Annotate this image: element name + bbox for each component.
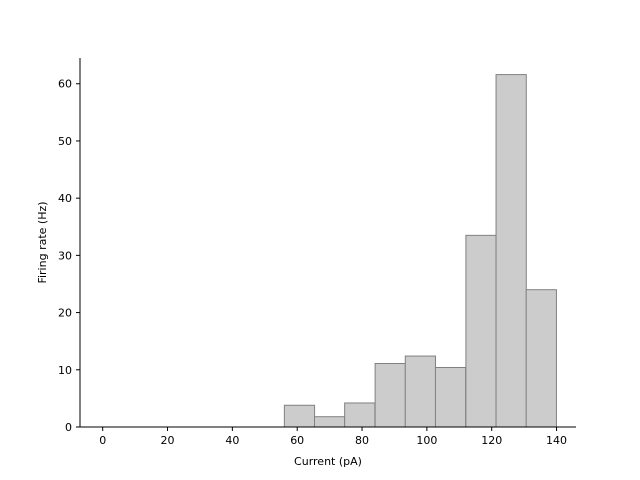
x-tick-label: 40 xyxy=(225,434,239,447)
x-tick-label: 80 xyxy=(355,434,369,447)
bars-group xyxy=(283,74,557,428)
y-ticks-group: 0 10 20 30 40 50 60 xyxy=(58,78,80,434)
histogram-bar xyxy=(465,234,497,428)
x-tick-label: 60 xyxy=(290,434,304,447)
x-ticks-group: 0 20 40 60 80 100 120 140 xyxy=(99,427,567,447)
x-tick-label: 100 xyxy=(416,434,437,447)
y-tick-label: 10 xyxy=(58,364,72,377)
histogram-bar xyxy=(495,74,527,428)
x-tick-label: 0 xyxy=(99,434,106,447)
histogram-bar xyxy=(313,416,346,428)
y-tick-label: 30 xyxy=(58,249,72,262)
histogram-bar xyxy=(374,362,406,428)
x-tick-label: 20 xyxy=(161,434,175,447)
y-axis-label: Firing rate (Hz) xyxy=(36,201,49,283)
y-tick-label: 0 xyxy=(65,421,72,434)
histogram-bar xyxy=(525,289,557,428)
x-axis-label: Current (pA) xyxy=(294,455,362,468)
histogram-bar xyxy=(344,402,376,428)
y-tick-label: 20 xyxy=(58,307,72,320)
histogram-bar xyxy=(283,404,316,428)
x-tick-label: 140 xyxy=(546,434,567,447)
histogram-bar xyxy=(434,367,467,428)
y-tick-label: 40 xyxy=(58,192,72,205)
y-tick-label: 60 xyxy=(58,78,72,91)
x-tick-label: 120 xyxy=(481,434,502,447)
y-tick-label: 50 xyxy=(58,135,72,148)
histogram-bar xyxy=(404,355,437,428)
